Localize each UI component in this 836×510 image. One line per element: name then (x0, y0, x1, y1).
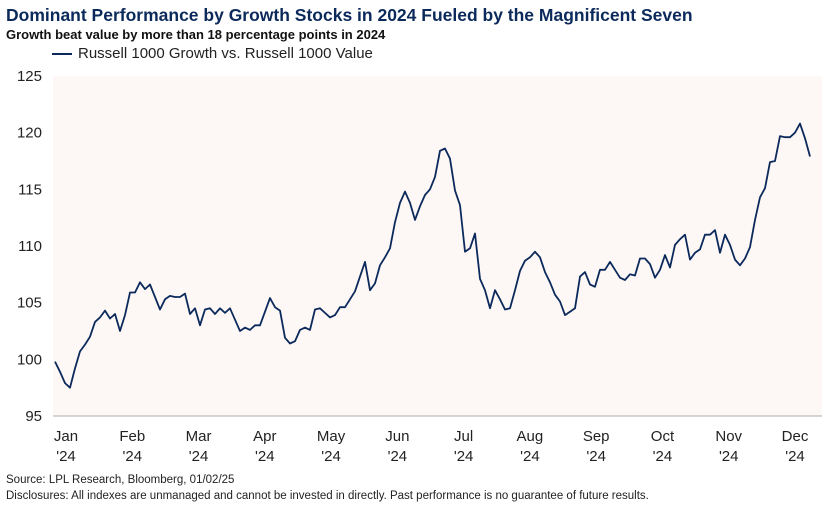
x-tick-label-month: May (317, 428, 346, 445)
x-tick-label-month: Aug (517, 428, 544, 445)
x-tick-label-year: '24 (586, 448, 606, 465)
x-tick-label-month: Jun (385, 428, 409, 445)
x-tick-label-month: Jan (54, 428, 78, 445)
x-tick-label-year: '24 (56, 448, 76, 465)
disclosures-note: Disclosures: All indexes are unmanaged a… (6, 490, 649, 502)
x-tick-label-month: Apr (253, 428, 276, 445)
x-tick-label-month: Mar (186, 428, 212, 445)
x-tick-label-month: Oct (651, 428, 675, 445)
legend-label: Russell 1000 Growth vs. Russell 1000 Val… (78, 45, 373, 62)
x-tick-label-year: '24 (388, 448, 408, 465)
x-tick-label-year: '24 (520, 448, 540, 465)
legend: Russell 1000 Growth vs. Russell 1000 Val… (52, 45, 373, 62)
x-tick-label-month: Jul (454, 428, 473, 445)
x-tick-label-year: '24 (719, 448, 739, 465)
x-tick-label-year: '24 (454, 448, 474, 465)
x-tick-label-month: Nov (715, 428, 742, 445)
x-tick-label-month: Dec (782, 428, 809, 445)
y-tick-label: 125 (17, 68, 42, 85)
x-tick-label-year: '24 (321, 448, 341, 465)
y-axis: 95 100 105 110 115 120 125 (17, 68, 42, 425)
y-tick-label: 100 (17, 351, 42, 368)
y-tick-label: 115 (18, 181, 42, 198)
y-tick-label: 120 (17, 125, 42, 142)
x-tick-label-year: '24 (122, 448, 142, 465)
y-tick-label: 110 (18, 238, 42, 255)
x-tick-label-year: '24 (653, 448, 673, 465)
x-tick-label-year: '24 (189, 448, 209, 465)
chart-title: Dominant Performance by Growth Stocks in… (6, 5, 693, 25)
y-tick-label: 95 (25, 408, 42, 425)
x-axis: Jan '24 Feb '24 Mar '24 Apr '24 May '24 Jun '24 Jul '… (53, 415, 822, 465)
y-tick-label: 105 (17, 295, 42, 312)
x-tick-label-year: '24 (785, 448, 805, 465)
source-note: Source: LPL Research, Bloomberg, 01/02/2… (6, 474, 235, 486)
x-tick-label-year: '24 (255, 448, 275, 465)
chart-subtitle: Growth beat value by more than 18 percen… (6, 27, 386, 42)
x-tick-label-month: Feb (119, 428, 145, 445)
plot-area (53, 76, 822, 416)
legend-line-swatch (52, 52, 72, 55)
x-tick-label-month: Sep (583, 428, 610, 445)
series-line-growth-vs-value (54, 122, 811, 389)
